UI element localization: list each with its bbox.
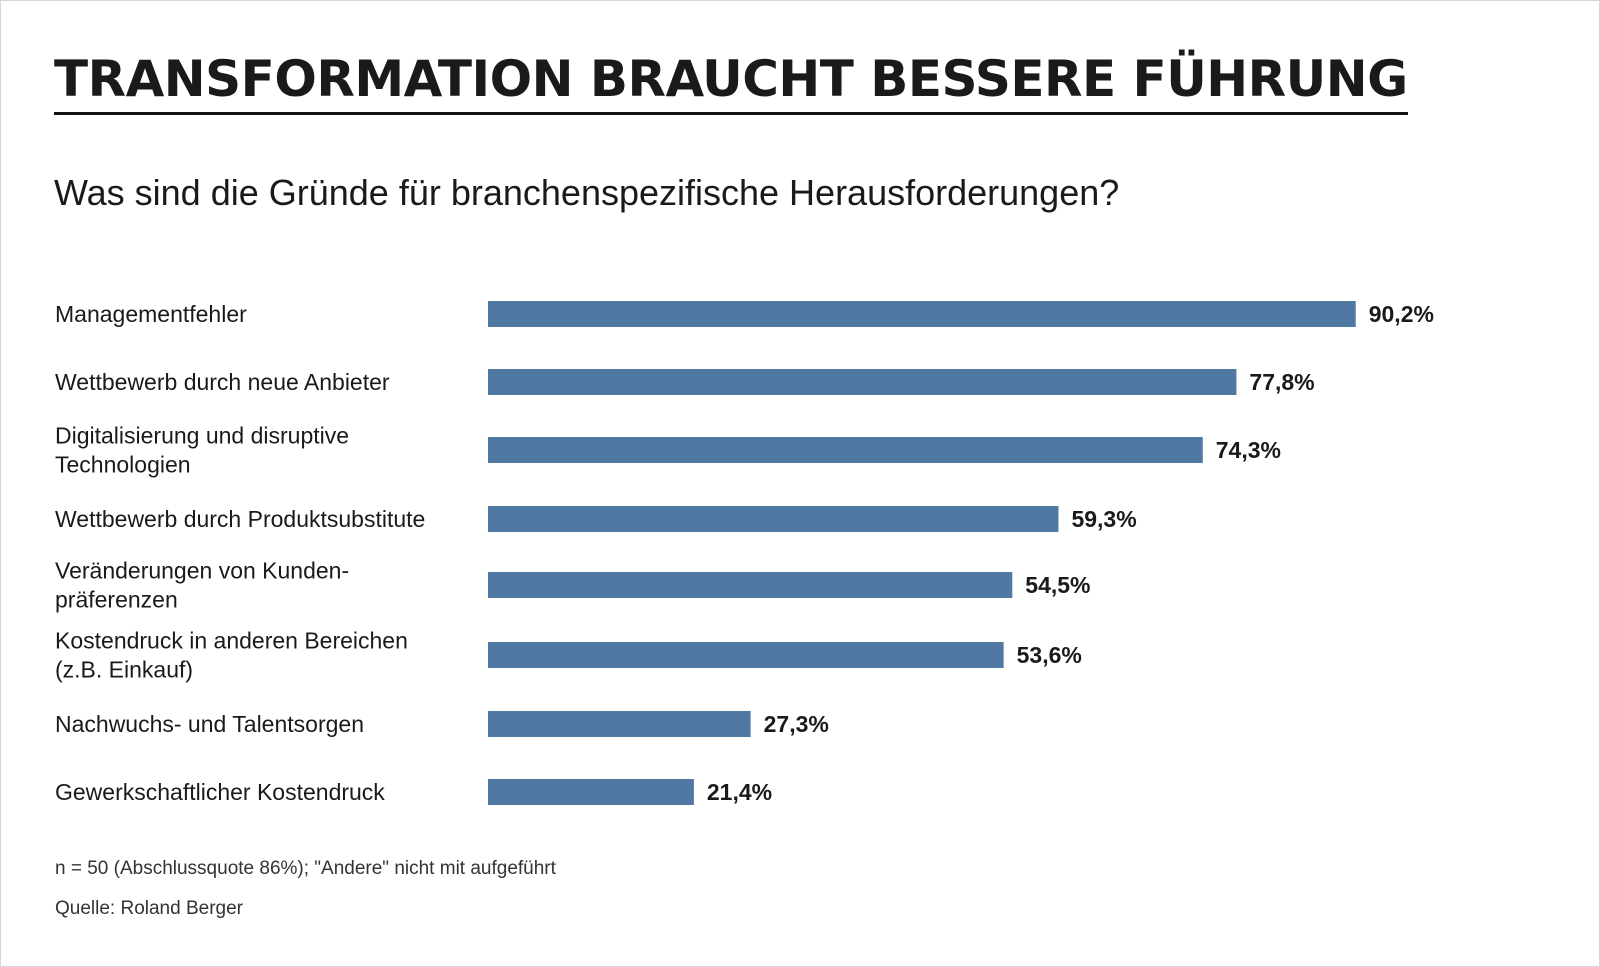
category-label: Kostendruck in anderen Bereichen (z.B. Ei… <box>55 628 408 683</box>
value-label: 59,3% <box>1071 506 1136 532</box>
value-label: 74,3% <box>1216 437 1281 463</box>
category-label: Wettbewerb durch neue Anbieter <box>55 369 390 395</box>
value-label: 21,4% <box>707 779 772 805</box>
category-label: Digitalisierung und disruptive Technologi… <box>55 423 349 478</box>
bar <box>488 779 694 805</box>
bar <box>488 506 1059 532</box>
category-label: Gewerkschaftlicher Kostendruck <box>55 779 385 805</box>
category-label: Managementfehler <box>55 301 247 327</box>
chart-title: TRANSFORMATION BRAUCHT BESSERE FÜHRUNG <box>54 54 1408 115</box>
category-label: Veränderungen von Kunden-präferenzen <box>55 558 349 613</box>
sample-note: n = 50 (Abschlussquote 86%); "Andere" ni… <box>55 858 556 879</box>
category-label: Nachwuchs- und Talentsorgen <box>55 711 364 737</box>
value-label: 53,6% <box>1017 642 1082 668</box>
value-label: 54,5% <box>1025 572 1090 598</box>
category-label: Wettbewerb durch Produktsubstitute <box>55 506 425 532</box>
value-label: 27,3% <box>764 711 829 737</box>
source-note: Quelle: Roland Berger <box>55 898 243 919</box>
value-label: 77,8% <box>1249 369 1314 395</box>
value-label: 90,2% <box>1369 301 1434 327</box>
bar <box>488 642 1004 668</box>
bar <box>488 572 1013 598</box>
bar <box>488 301 1356 327</box>
bar <box>488 711 751 737</box>
chart-subtitle: Was sind die Gründe für branchenspezifis… <box>54 172 1120 213</box>
bar <box>488 437 1203 463</box>
bar <box>488 369 1237 395</box>
